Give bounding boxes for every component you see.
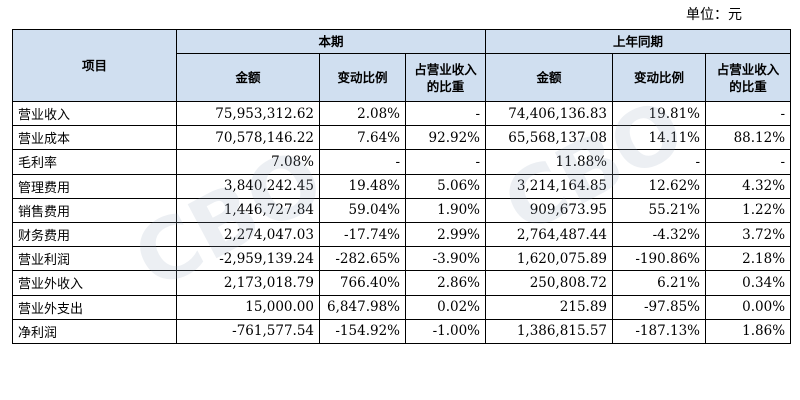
prev-share-cell: 3.72% xyxy=(705,221,792,248)
header-prev-change: 变动比例 xyxy=(612,53,707,102)
row-name: 净利润 xyxy=(12,318,177,344)
prev-share-cell: 4.32% xyxy=(705,173,792,199)
prev-share-cell: - xyxy=(705,149,792,175)
row-name: 销售费用 xyxy=(12,197,177,223)
prev-amount-cell: 215.89 xyxy=(485,294,614,320)
prev-change-cell: 55.21% xyxy=(612,197,707,223)
prev-share-cell: 1.86% xyxy=(705,318,792,344)
row-name: 营业外收入 xyxy=(12,270,177,296)
prev-amount-cell: 74,406,136.83 xyxy=(485,100,614,127)
prev-change-cell: 6.21% xyxy=(612,270,707,296)
header-current-period: 本期 xyxy=(175,29,487,54)
prev-amount-cell: 65,568,137.08 xyxy=(485,125,614,151)
prev-amount-cell: 1,386,815.57 xyxy=(485,318,614,344)
cur-amount-cell: 70,578,146.22 xyxy=(176,125,320,151)
prev-amount-cell: 250,808.72 xyxy=(485,270,614,296)
prev-amount-cell: 2,764,487.44 xyxy=(485,221,614,248)
cur-change-cell: 7.64% xyxy=(319,125,406,151)
prev-change-cell: -4.32% xyxy=(612,221,707,248)
header-prior-period: 上年同期 xyxy=(485,29,792,54)
cur-change-cell: -154.92% xyxy=(319,318,406,344)
table-row: 毛利率 7.08% - - 11.88% - - xyxy=(12,149,792,175)
table-row: 营业外收入 2,173,018.79 766.40% 2.86% 250,808… xyxy=(12,270,792,296)
prev-change-cell: 12.62% xyxy=(612,173,707,199)
prev-amount-cell: 11.88% xyxy=(485,149,614,175)
cur-amount-cell: 2,173,018.79 xyxy=(176,270,320,296)
cur-share-cell: 0.02% xyxy=(404,294,487,320)
header-prev-share: 占营业收入的比重 xyxy=(705,53,792,102)
cur-change-cell: 19.48% xyxy=(319,173,406,199)
cur-amount-cell: 75,953,312.62 xyxy=(176,100,320,127)
cur-change-cell: 2.08% xyxy=(319,100,406,127)
prev-change-cell: - xyxy=(612,149,707,175)
prev-change-cell: -97.85% xyxy=(612,294,707,320)
cur-change-cell: -282.65% xyxy=(319,246,406,272)
cur-share-cell: -1.00% xyxy=(404,318,487,344)
cur-amount-cell: 7.08% xyxy=(176,149,320,175)
table-row: 净利润 -761,577.54 -154.92% -1.00% 1,386,81… xyxy=(12,318,792,344)
cur-share-cell: 2.99% xyxy=(404,221,487,248)
cur-amount-cell: 15,000.00 xyxy=(176,294,320,320)
prev-change-cell: 19.81% xyxy=(612,100,707,127)
row-name: 营业利润 xyxy=(12,246,177,272)
header-cur-change: 变动比例 xyxy=(319,53,406,102)
row-name: 毛利率 xyxy=(12,149,177,175)
cur-change-cell: 766.40% xyxy=(319,270,406,296)
cur-change-cell: 59.04% xyxy=(319,197,406,223)
row-name: 营业收入 xyxy=(12,100,177,127)
prev-change-cell: -190.86% xyxy=(612,246,707,272)
table-row: 营业利润 -2,959,139.24 -282.65% -3.90% 1,620… xyxy=(12,246,792,272)
cur-amount-cell: 2,274,047.03 xyxy=(176,221,320,248)
table-row: 营业成本 70,578,146.22 7.64% 92.92% 65,568,1… xyxy=(12,125,792,151)
row-name: 营业外支出 xyxy=(12,294,177,320)
prev-share-cell: 0.34% xyxy=(705,270,792,296)
header-cur-amount: 金额 xyxy=(176,53,320,102)
table-row: 财务费用 2,274,047.03 -17.74% 2.99% 2,764,48… xyxy=(12,221,792,248)
row-name: 财务费用 xyxy=(12,221,177,248)
cur-share-cell: 5.06% xyxy=(404,173,487,199)
cur-share-cell: 2.86% xyxy=(404,270,487,296)
cur-change-cell: 6,847.98% xyxy=(319,294,406,320)
cur-change-cell: -17.74% xyxy=(319,221,406,248)
prev-change-cell: -187.13% xyxy=(612,318,707,344)
cur-amount-cell: -761,577.54 xyxy=(176,318,320,344)
cur-share-cell: - xyxy=(404,149,487,175)
prev-amount-cell: 909,673.95 xyxy=(485,197,614,223)
header-item: 项目 xyxy=(12,29,177,102)
prev-share-cell: 88.12% xyxy=(705,125,792,151)
cur-share-cell: - xyxy=(404,100,487,127)
table-row: 管理费用 3,840,242.45 19.48% 5.06% 3,214,164… xyxy=(12,173,792,199)
table-row: 营业收入 75,953,312.62 2.08% - 74,406,136.83… xyxy=(12,100,792,127)
row-name: 管理费用 xyxy=(12,173,177,199)
prev-share-cell: 0.00% xyxy=(705,294,792,320)
cur-amount-cell: -2,959,139.24 xyxy=(176,246,320,272)
cur-amount-cell: 3,840,242.45 xyxy=(176,173,320,199)
prev-share-cell: 1.22% xyxy=(705,197,792,223)
row-name: 营业成本 xyxy=(12,125,177,151)
cur-change-cell: - xyxy=(319,149,406,175)
prev-amount-cell: 3,214,164.85 xyxy=(485,173,614,199)
header-prev-amount: 金额 xyxy=(485,53,614,102)
header-cur-share: 占营业收入的比重 xyxy=(404,53,487,102)
cur-amount-cell: 1,446,727.84 xyxy=(176,197,320,223)
unit-label: 单位：元 xyxy=(686,7,742,23)
financial-table: 项目 本期 上年同期 金额 变动比例 占营业收入的比重 金额 变动比例 占营业收… xyxy=(12,29,792,344)
prev-amount-cell: 1,620,075.89 xyxy=(485,246,614,272)
prev-share-cell: - xyxy=(705,100,792,127)
prev-share-cell: 2.18% xyxy=(705,246,792,272)
table-row: 营业外支出 15,000.00 6,847.98% 0.02% 215.89 -… xyxy=(12,294,792,320)
table-row: 销售费用 1,446,727.84 59.04% 1.90% 909,673.9… xyxy=(12,197,792,223)
prev-change-cell: 14.11% xyxy=(612,125,707,151)
cur-share-cell: 1.90% xyxy=(404,197,487,223)
cur-share-cell: -3.90% xyxy=(404,246,487,272)
cur-share-cell: 92.92% xyxy=(404,125,487,151)
